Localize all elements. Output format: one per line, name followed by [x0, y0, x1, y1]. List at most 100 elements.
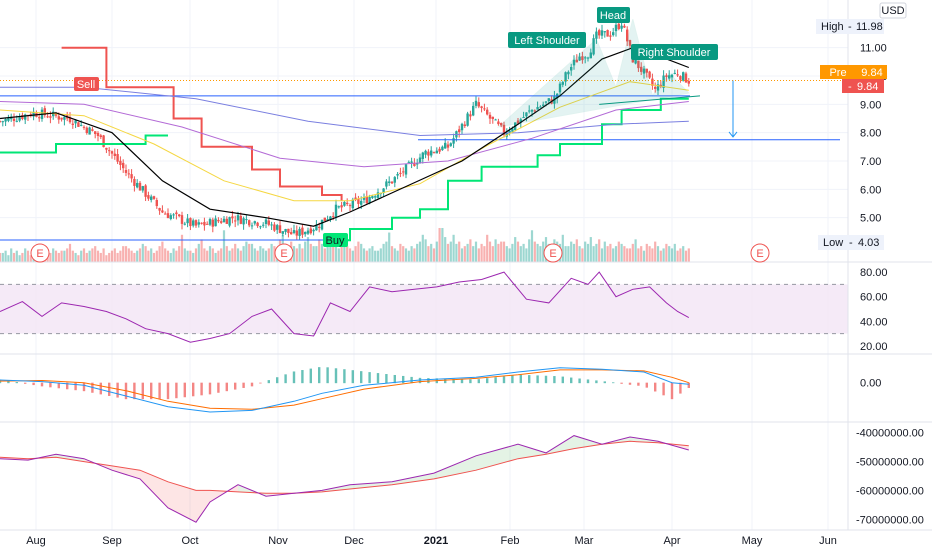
- candle[interactable]: [595, 31, 598, 39]
- candle[interactable]: [662, 75, 665, 88]
- candle[interactable]: [63, 116, 66, 120]
- candle[interactable]: [18, 117, 21, 121]
- candle[interactable]: [222, 218, 226, 223]
- candle[interactable]: [43, 108, 46, 116]
- candle[interactable]: [430, 150, 433, 156]
- candle[interactable]: [318, 226, 321, 228]
- candle[interactable]: [220, 221, 223, 223]
- candle[interactable]: [329, 216, 332, 220]
- candle[interactable]: [116, 154, 119, 162]
- candle[interactable]: [477, 102, 480, 107]
- candle[interactable]: [315, 224, 318, 231]
- candle[interactable]: [273, 224, 276, 231]
- candle[interactable]: [228, 217, 231, 226]
- candle[interactable]: [402, 171, 405, 173]
- candle[interactable]: [166, 213, 170, 219]
- candle[interactable]: [418, 157, 422, 164]
- candle[interactable]: [85, 127, 88, 134]
- candle[interactable]: [463, 124, 466, 127]
- candle[interactable]: [533, 110, 536, 112]
- candle[interactable]: [544, 101, 548, 103]
- candle[interactable]: [374, 196, 377, 198]
- candle[interactable]: [567, 71, 570, 75]
- candle[interactable]: [435, 150, 438, 154]
- candle[interactable]: [141, 186, 144, 191]
- candle[interactable]: [94, 131, 97, 135]
- candle[interactable]: [441, 146, 444, 151]
- candle[interactable]: [0, 121, 2, 123]
- candle[interactable]: [278, 225, 282, 233]
- candle[interactable]: [354, 197, 357, 200]
- candle[interactable]: [424, 150, 427, 155]
- price-panel[interactable]: [0, 19, 848, 262]
- candle[interactable]: [572, 59, 576, 66]
- candle[interactable]: [267, 220, 270, 225]
- earnings-marker[interactable]: E: [750, 243, 770, 263]
- candle[interactable]: [665, 75, 668, 77]
- candle[interactable]: [236, 215, 240, 221]
- candle[interactable]: [609, 35, 612, 37]
- candle[interactable]: [91, 129, 94, 131]
- candle[interactable]: [340, 205, 343, 208]
- candle[interactable]: [620, 25, 623, 29]
- candle[interactable]: [682, 72, 685, 81]
- candle[interactable]: [77, 122, 80, 127]
- candle[interactable]: [670, 74, 674, 78]
- candle[interactable]: [516, 120, 520, 124]
- candle[interactable]: [413, 162, 416, 166]
- candle[interactable]: [24, 114, 27, 120]
- candle[interactable]: [399, 172, 402, 174]
- candle[interactable]: [155, 199, 158, 207]
- candle[interactable]: [206, 223, 209, 225]
- candle[interactable]: [421, 152, 424, 159]
- candle[interactable]: [628, 40, 632, 46]
- candle[interactable]: [357, 199, 360, 204]
- candle[interactable]: [606, 30, 609, 37]
- candle[interactable]: [295, 230, 298, 236]
- candle[interactable]: [152, 196, 156, 199]
- candle[interactable]: [172, 214, 175, 216]
- candle[interactable]: [469, 114, 472, 117]
- candle[interactable]: [578, 56, 581, 61]
- candle[interactable]: [276, 225, 279, 230]
- candle[interactable]: [150, 196, 153, 201]
- candle[interactable]: [483, 108, 486, 110]
- candle[interactable]: [508, 130, 511, 133]
- candle[interactable]: [547, 98, 550, 102]
- candle[interactable]: [71, 123, 74, 125]
- candle[interactable]: [4, 119, 7, 122]
- candle[interactable]: [416, 163, 419, 165]
- candle[interactable]: [122, 162, 125, 169]
- candle[interactable]: [592, 38, 595, 55]
- candle[interactable]: [502, 124, 506, 135]
- candle[interactable]: [15, 120, 18, 122]
- candle[interactable]: [169, 215, 172, 219]
- candle[interactable]: [234, 220, 237, 222]
- candle[interactable]: [368, 197, 371, 204]
- candle[interactable]: [242, 218, 245, 225]
- candle[interactable]: [96, 133, 100, 136]
- candle[interactable]: [88, 127, 91, 135]
- candle[interactable]: [480, 106, 483, 108]
- candle[interactable]: [519, 119, 522, 123]
- candle[interactable]: [410, 161, 413, 163]
- candle[interactable]: [539, 106, 542, 108]
- candle[interactable]: [304, 231, 307, 235]
- candle[interactable]: [270, 224, 273, 226]
- candle[interactable]: [351, 199, 354, 209]
- candle[interactable]: [586, 57, 590, 59]
- candle[interactable]: [49, 116, 52, 118]
- candle[interactable]: [346, 202, 349, 205]
- candle[interactable]: [301, 227, 304, 235]
- candle[interactable]: [388, 181, 391, 183]
- candle[interactable]: [432, 152, 436, 154]
- candle[interactable]: [161, 210, 164, 213]
- candle[interactable]: [491, 116, 494, 120]
- candle[interactable]: [651, 78, 654, 86]
- candle[interactable]: [407, 161, 410, 163]
- candle[interactable]: [57, 116, 60, 120]
- candle[interactable]: [211, 219, 214, 227]
- candle[interactable]: [452, 138, 455, 144]
- candle[interactable]: [292, 230, 296, 233]
